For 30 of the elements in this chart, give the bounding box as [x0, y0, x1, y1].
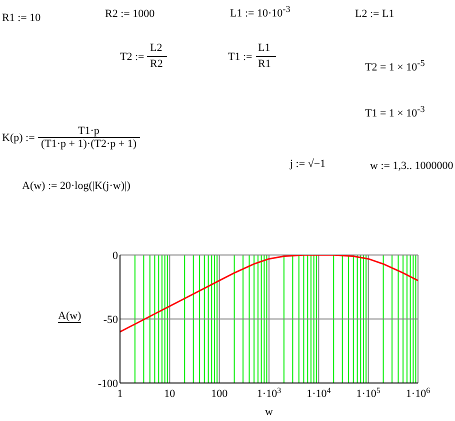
text: T1 = 1 × 10$^{-3}$ — [365, 104, 425, 120]
text: R1 — [258, 58, 271, 70]
y-tick-label: -100 — [98, 378, 118, 390]
text: T1 := — [228, 51, 252, 63]
x-tick-label: 10 — [164, 388, 176, 400]
x-tick-label: 1 — [117, 388, 123, 400]
text: T2 := — [120, 51, 144, 63]
text: R1 := 10 — [2, 12, 41, 24]
text: L1 — [258, 42, 270, 54]
y-axis-title: A(w) — [58, 310, 82, 323]
text: L1 := 10·10$^{-3}$ — [230, 4, 290, 20]
text: L2 := L1 — [355, 8, 394, 20]
text: K(p) := — [2, 132, 35, 144]
x-tick-label: 1·10$^{6}$ — [406, 386, 430, 400]
text: R2 — [150, 58, 163, 70]
x-tick-label: 1·10$^{4}$ — [306, 386, 331, 400]
text: T2 = 1 × 10$^{-5}$ — [365, 58, 425, 74]
x-axis-title: w — [265, 406, 274, 418]
text: j := √−1 — [290, 158, 326, 170]
y-tick-label: -50 — [103, 314, 118, 326]
text: (T1·p + 1)·(T2·p + 1) — [41, 138, 136, 150]
x-tick-label: 1·10$^{3}$ — [256, 386, 282, 400]
x-tick-label: 1·10$^{5}$ — [356, 386, 380, 400]
y-tick-label: 0 — [112, 250, 118, 262]
text: L2 — [150, 42, 162, 54]
x-tick-label: 100 — [211, 388, 228, 400]
text: w := 1,3.. 1000000 — [370, 160, 454, 172]
text: T1·p — [78, 125, 100, 137]
text: R2 := 1000 — [105, 8, 155, 20]
text: A(w) := 20·log(|K(j·w)|) — [22, 180, 130, 192]
